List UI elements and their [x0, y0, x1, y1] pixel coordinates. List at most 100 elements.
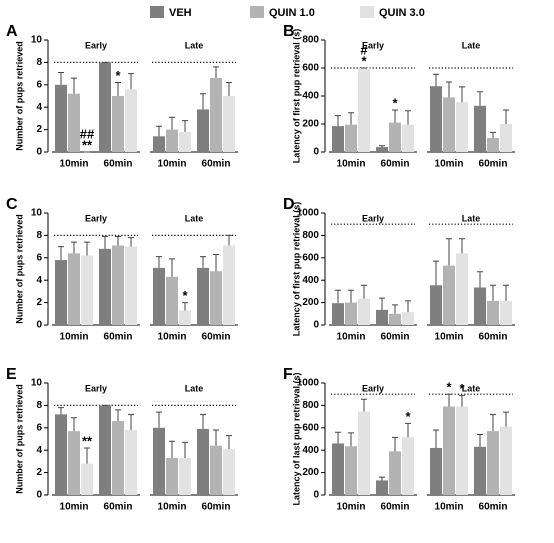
error-bar [128, 413, 134, 431]
bar [55, 414, 67, 495]
y-tick-label: 400 [302, 275, 319, 286]
error-bar [182, 302, 188, 311]
bar [430, 86, 442, 152]
bar [197, 109, 209, 152]
error-bar [348, 289, 354, 303]
group-label: Late [462, 213, 481, 223]
significance-mark: # [360, 42, 368, 57]
error-bar [200, 256, 206, 268]
y-tick-label: 200 [302, 467, 319, 478]
x-tick-label: 10min [337, 502, 366, 513]
panel-letter: B [283, 23, 295, 40]
bar [358, 68, 370, 152]
x-tick-label: 60min [381, 332, 410, 343]
bar [166, 458, 178, 495]
error-bar [446, 238, 452, 266]
error-bar [433, 429, 439, 448]
x-tick-label: 60min [104, 332, 133, 343]
significance-mark: * [405, 409, 411, 424]
error-bar [405, 110, 411, 125]
bar [55, 84, 67, 152]
bar [430, 447, 442, 495]
bar [179, 458, 191, 495]
bar [223, 96, 235, 152]
group-label: Late [185, 213, 204, 223]
group-label: Early [85, 40, 107, 50]
error-bar [392, 109, 398, 123]
error-bar [58, 71, 64, 85]
error-bar [361, 284, 367, 299]
bar [153, 427, 165, 495]
error-bar [335, 115, 341, 127]
bar [68, 253, 80, 325]
error-bar [169, 116, 175, 130]
bar [358, 298, 370, 325]
bar [474, 105, 486, 152]
error-bar [446, 393, 452, 407]
significance-mark: ** [82, 137, 93, 152]
error-bar [115, 409, 121, 422]
group-label: Late [462, 40, 481, 50]
error-bar [477, 271, 483, 288]
error-bar [490, 131, 496, 138]
group-label: Early [85, 213, 107, 223]
bar [197, 267, 209, 325]
bar [345, 124, 357, 152]
error-bar [128, 73, 134, 90]
error-bar [379, 297, 385, 310]
x-tick-label: 10min [158, 159, 187, 170]
y-tick-label: 600 [302, 63, 319, 74]
error-bar [477, 91, 483, 106]
group-label: Early [362, 383, 384, 393]
error-bar [490, 413, 496, 432]
error-bar [226, 435, 232, 450]
bar [210, 78, 222, 152]
y-tick-label: 0 [36, 490, 42, 501]
x-tick-label: 10min [60, 502, 89, 513]
bar [456, 406, 468, 495]
y-tick-label: 0 [313, 147, 319, 158]
bar [223, 449, 235, 495]
error-bar [102, 236, 108, 249]
y-tick-label: 2 [36, 124, 42, 135]
significance-mark: * [459, 381, 465, 396]
error-bar [182, 120, 188, 132]
legend-swatch [360, 6, 374, 18]
y-tick-label: 800 [302, 400, 319, 411]
bar [210, 445, 222, 495]
bar [179, 131, 191, 152]
bar [487, 300, 499, 325]
error-bar [84, 241, 90, 256]
bar [55, 260, 67, 325]
bar [376, 480, 388, 495]
bar [332, 303, 344, 325]
y-tick-label: 4 [36, 102, 42, 113]
error-bar [84, 447, 90, 464]
y-axis-label: Number of pups retrieved [14, 384, 24, 494]
y-axis-label: Latency of first pup retrieval (s) [291, 29, 301, 164]
y-tick-label: 4 [36, 275, 42, 286]
error-bar [213, 66, 219, 79]
x-tick-label: 60min [202, 502, 231, 513]
error-bar [156, 411, 162, 428]
bar [210, 271, 222, 325]
x-tick-label: 10min [435, 502, 464, 513]
y-axis-label: Number of pups retrieved [14, 214, 24, 324]
error-bar [361, 398, 367, 412]
x-tick-label: 10min [60, 159, 89, 170]
bar [112, 96, 124, 152]
error-bar [115, 236, 121, 246]
y-tick-label: 2 [36, 297, 42, 308]
x-tick-label: 60min [479, 502, 508, 513]
x-tick-label: 10min [435, 159, 464, 170]
error-bar [335, 431, 341, 444]
bar [500, 124, 512, 152]
y-tick-label: 6 [36, 422, 42, 433]
group-label: Early [362, 213, 384, 223]
bar [358, 411, 370, 495]
error-bar [405, 422, 411, 438]
bar [402, 437, 414, 495]
bar [389, 313, 401, 325]
group-label: Early [362, 40, 384, 50]
error-bar [226, 82, 232, 96]
